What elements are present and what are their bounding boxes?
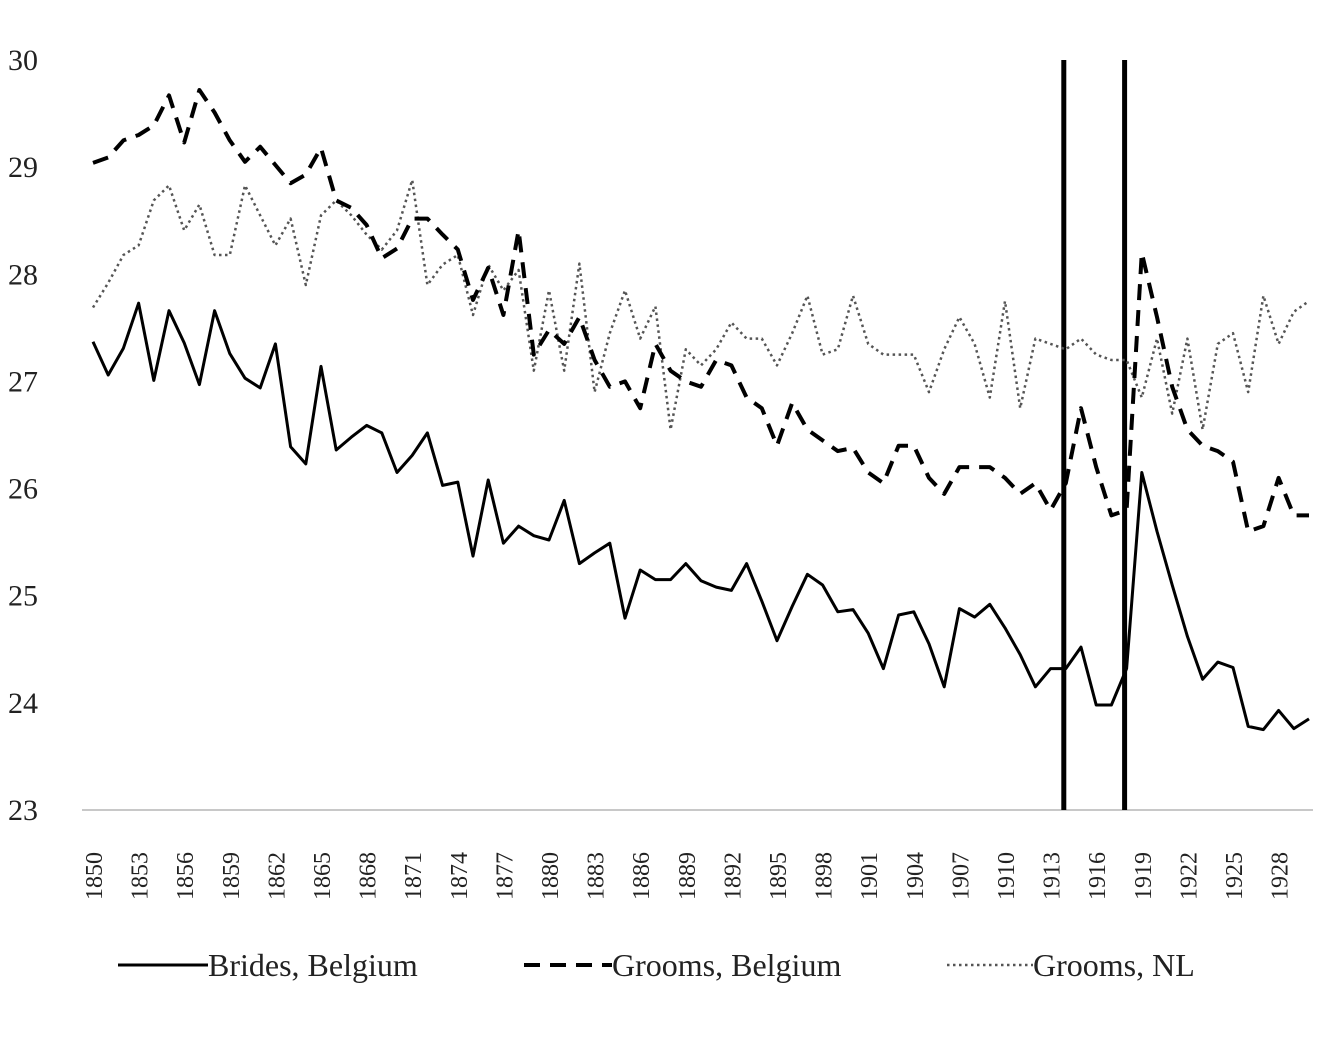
x-tick-label: 1889	[675, 852, 701, 900]
legend: Brides, Belgium Grooms, Belgium Grooms, …	[0, 940, 1343, 990]
y-tick-label: 27	[8, 365, 38, 398]
y-tick-label: 28	[8, 258, 38, 291]
x-tick-label: 1859	[219, 852, 245, 900]
series-line-grooms-belgium	[92, 88, 1309, 534]
y-tick-label: 25	[8, 580, 38, 613]
x-tick-label: 1901	[857, 852, 883, 900]
series-line-brides-belgium	[91, 301, 1310, 732]
x-tick-label: 1856	[173, 852, 199, 900]
x-tick-label: 1895	[766, 852, 792, 900]
x-tick-label: 1865	[310, 852, 336, 900]
x-tick-label: 1904	[903, 852, 929, 900]
line-chart: 23 24 25 26 27 28 29 30 1850 1853 1856 1859 1862 186…	[8, 44, 1313, 900]
x-tick-label: 1877	[492, 852, 518, 900]
x-axis: 1850 1853 1856 1859 1862 1865 1868 1871 1874 1877…	[82, 852, 1294, 900]
x-tick-label: 1898	[812, 852, 838, 900]
x-tick-label: 1853	[128, 852, 154, 900]
legend-label: Grooms, Belgium	[612, 946, 842, 983]
x-tick-label: 1922	[1176, 852, 1202, 900]
y-tick-label: 24	[8, 687, 38, 720]
legend-item-grooms-belgium: Grooms, Belgium	[522, 940, 841, 990]
series-line-grooms-nl	[91, 178, 1310, 431]
y-tick-label: 30	[8, 44, 38, 77]
x-tick-label: 1907	[948, 852, 974, 900]
x-tick-label: 1928	[1268, 852, 1294, 900]
dotted-line-swatch-icon	[947, 963, 1033, 967]
y-tick-label: 26	[8, 473, 38, 506]
legend-label: Brides, Belgium	[208, 946, 418, 983]
y-axis: 23 24 25 26 27 28 29 30	[8, 44, 38, 827]
dashed-line-swatch-icon	[524, 963, 612, 967]
series-layer	[91, 88, 1310, 732]
x-tick-label: 1916	[1085, 852, 1111, 900]
solid-line-swatch-icon	[118, 963, 208, 967]
legend-item-brides-belgium: Brides, Belgium	[118, 940, 418, 990]
x-tick-label: 1886	[629, 852, 655, 900]
x-tick-label: 1892	[720, 852, 746, 900]
y-tick-label: 23	[8, 794, 38, 827]
x-tick-label: 1871	[401, 852, 427, 900]
x-tick-label: 1868	[356, 852, 382, 900]
x-tick-label: 1913	[1040, 852, 1066, 900]
x-tick-label: 1925	[1222, 852, 1248, 900]
x-tick-label: 1850	[82, 852, 108, 900]
legend-item-grooms-nl: Grooms, NL	[945, 940, 1195, 990]
war-period-markers	[1061, 60, 1128, 810]
x-tick-label: 1874	[447, 852, 473, 900]
x-tick-label: 1910	[994, 852, 1020, 900]
x-tick-label: 1862	[264, 852, 290, 900]
x-tick-label: 1883	[584, 852, 610, 900]
y-tick-label: 29	[8, 151, 38, 184]
x-tick-label: 1880	[538, 852, 564, 900]
legend-label: Grooms, NL	[1033, 946, 1195, 983]
x-tick-label: 1919	[1131, 852, 1157, 900]
